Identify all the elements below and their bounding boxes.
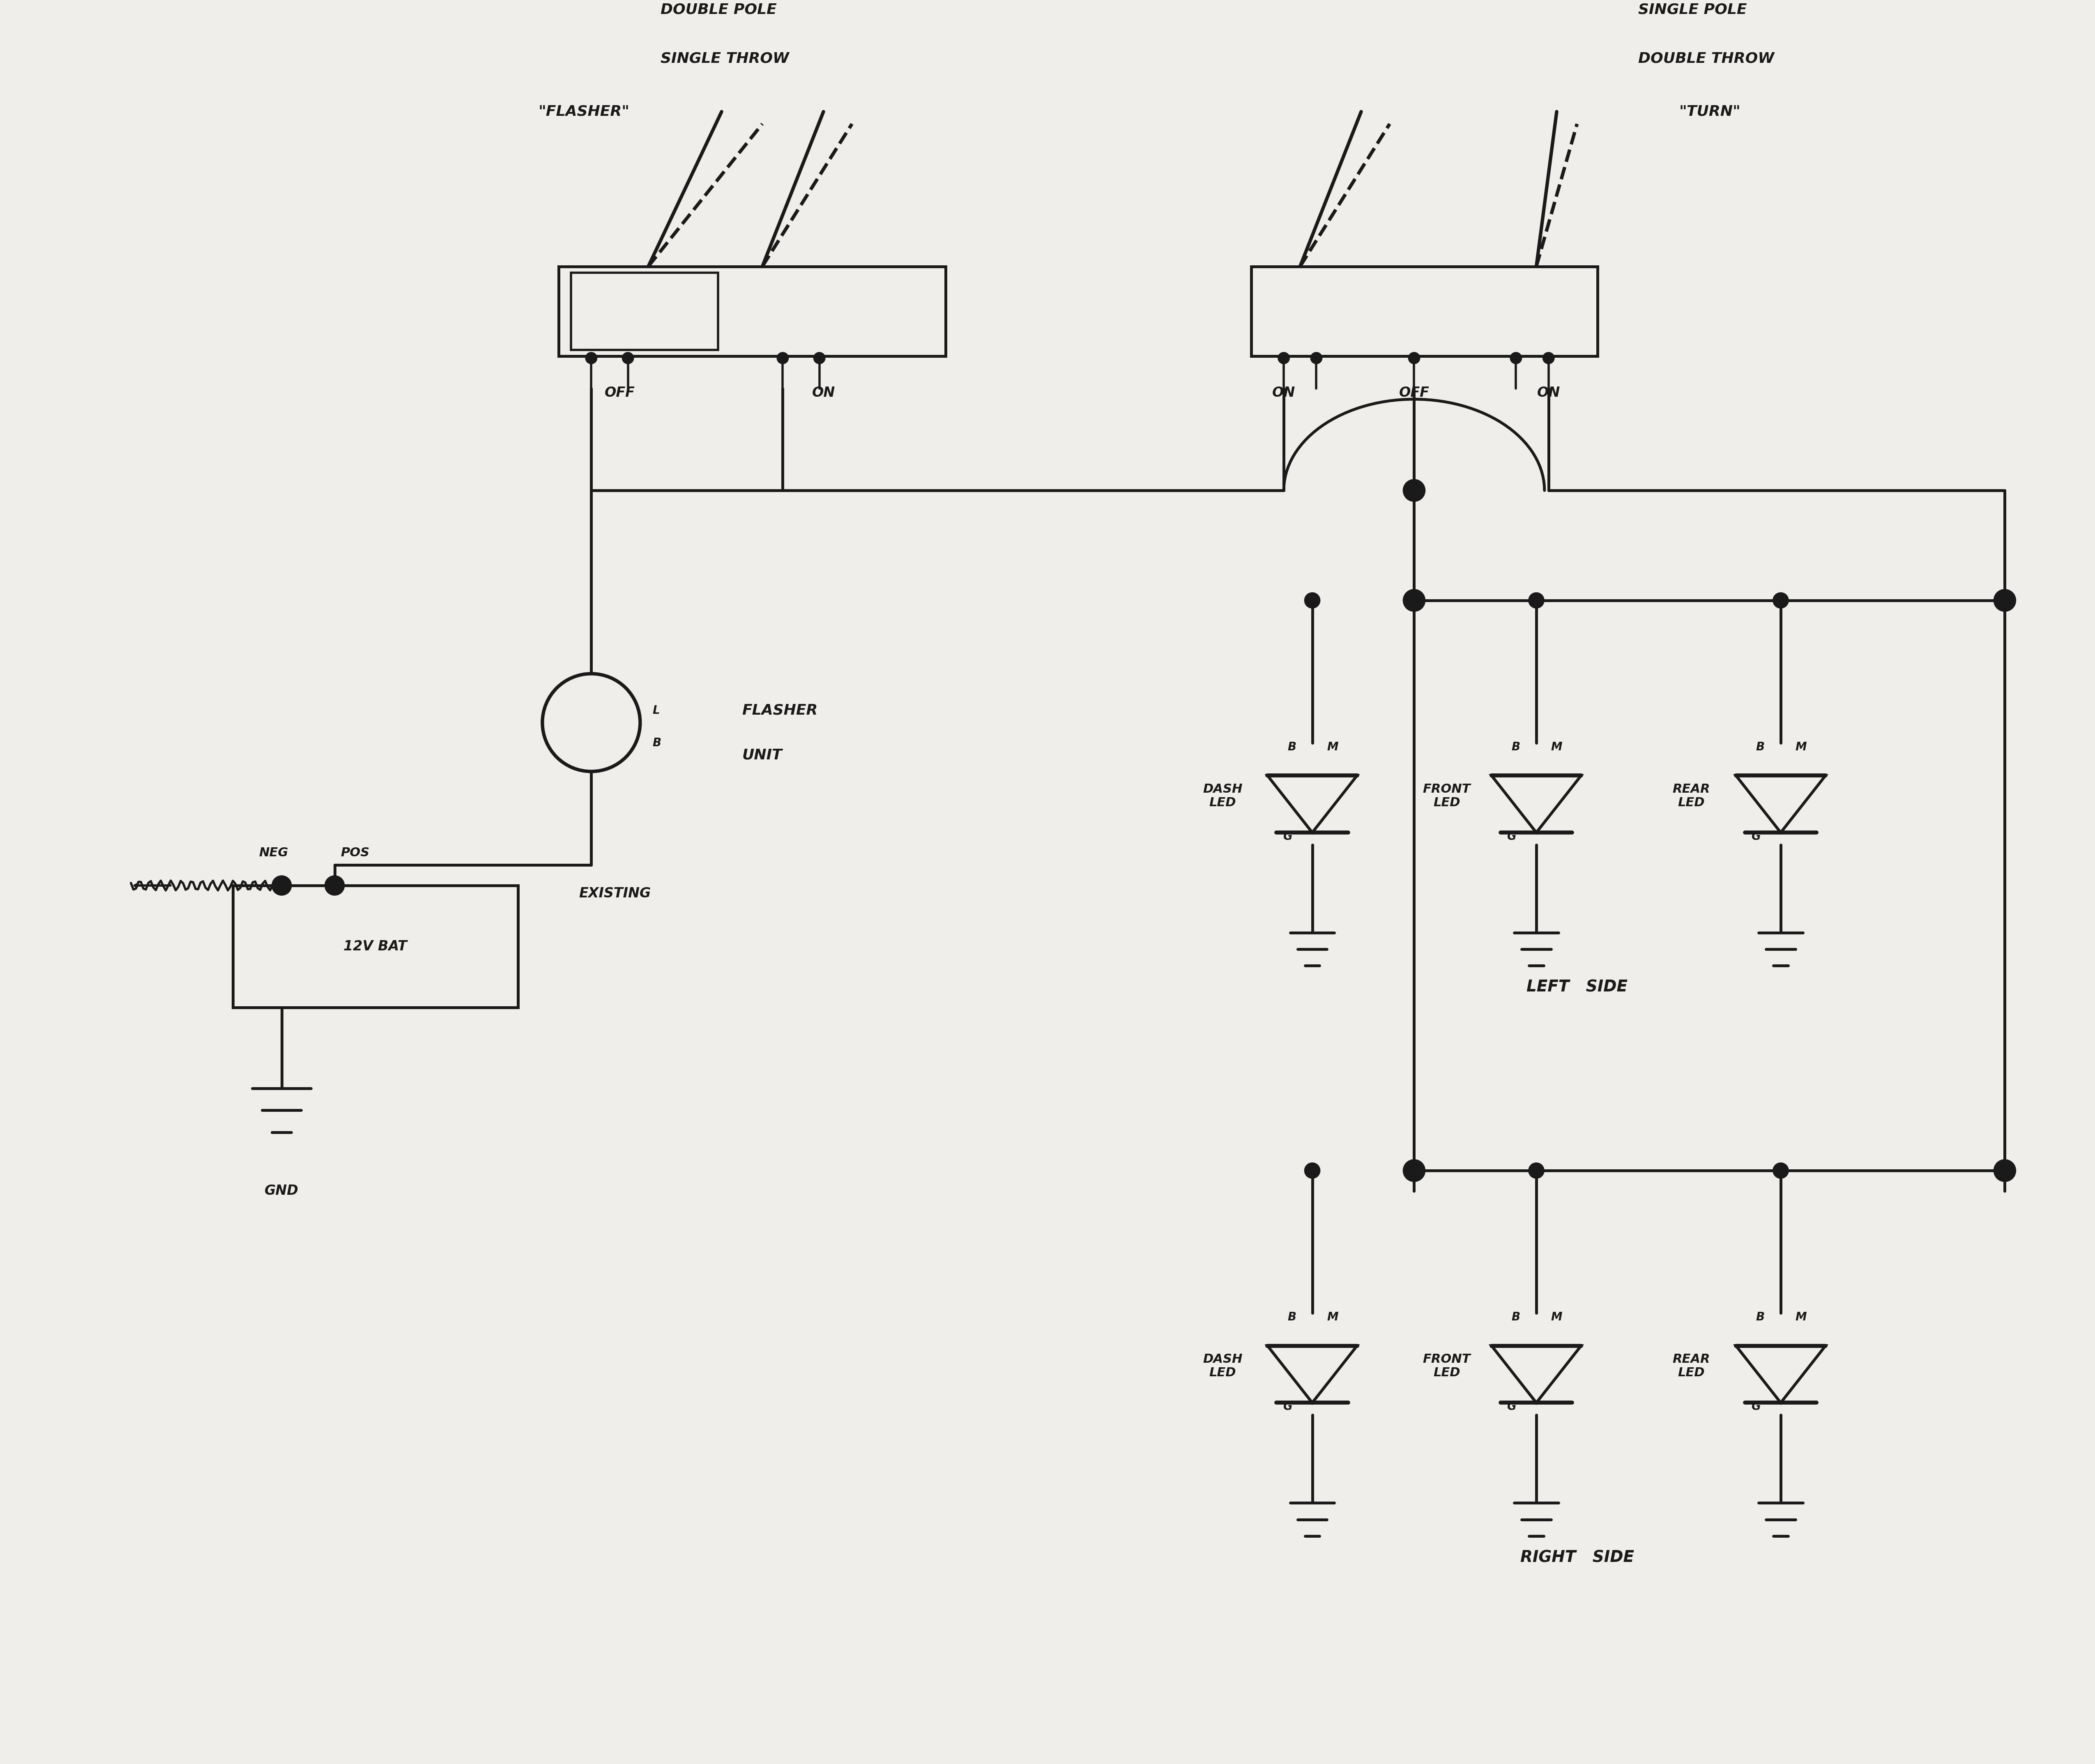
Circle shape — [1408, 353, 1420, 363]
Circle shape — [1303, 1162, 1320, 1178]
Text: REAR
LED: REAR LED — [1672, 1353, 1710, 1379]
Bar — [559, 266, 945, 356]
Text: M: M — [1550, 1311, 1563, 1323]
Text: OFF: OFF — [1399, 386, 1429, 399]
Text: POS: POS — [341, 847, 369, 859]
Bar — [1251, 266, 1596, 356]
Text: B: B — [1756, 741, 1764, 753]
Text: SINGLE THROW: SINGLE THROW — [660, 51, 790, 65]
Text: OFF: OFF — [605, 386, 635, 399]
Bar — [572, 272, 719, 349]
Bar — [233, 886, 517, 1007]
Circle shape — [325, 875, 346, 896]
Text: G: G — [1751, 831, 1762, 843]
Text: G: G — [1506, 1401, 1517, 1413]
Text: L: L — [652, 704, 660, 716]
Text: FRONT
LED: FRONT LED — [1423, 1353, 1471, 1379]
Text: M: M — [1550, 741, 1563, 753]
Text: ON: ON — [813, 386, 836, 399]
Text: M: M — [1795, 1311, 1806, 1323]
Circle shape — [1527, 593, 1544, 609]
Text: B: B — [1756, 1311, 1764, 1323]
Circle shape — [777, 353, 790, 363]
Text: B: B — [1513, 741, 1521, 753]
Text: DOUBLE THROW: DOUBLE THROW — [1638, 51, 1774, 65]
Circle shape — [1309, 353, 1322, 363]
Circle shape — [1303, 593, 1320, 609]
Circle shape — [1278, 353, 1291, 363]
Text: M: M — [1326, 741, 1339, 753]
Text: "TURN": "TURN" — [1678, 104, 1741, 118]
Text: UNIT: UNIT — [742, 748, 781, 762]
Circle shape — [1992, 589, 2015, 612]
Text: M: M — [1795, 741, 1806, 753]
Text: DOUBLE POLE: DOUBLE POLE — [660, 4, 777, 18]
Circle shape — [1510, 353, 1523, 363]
Text: 12V BAT: 12V BAT — [344, 940, 406, 953]
Text: M: M — [1326, 1311, 1339, 1323]
Text: G: G — [1282, 831, 1293, 843]
Text: G: G — [1751, 1401, 1762, 1413]
Circle shape — [1404, 480, 1425, 501]
Text: B: B — [652, 737, 662, 748]
Circle shape — [813, 353, 825, 363]
Circle shape — [1772, 593, 1789, 609]
Circle shape — [622, 353, 635, 363]
Text: "FLASHER": "FLASHER" — [538, 104, 631, 118]
Circle shape — [1542, 353, 1554, 363]
Text: G: G — [1282, 1401, 1293, 1413]
Text: FRONT
LED: FRONT LED — [1423, 783, 1471, 808]
Text: B: B — [1288, 741, 1297, 753]
Circle shape — [1992, 1159, 2015, 1182]
Circle shape — [272, 875, 291, 896]
Text: ON: ON — [1538, 386, 1561, 399]
Text: RIGHT   SIDE: RIGHT SIDE — [1521, 1551, 1634, 1565]
Text: SINGLE POLE: SINGLE POLE — [1638, 4, 1747, 18]
Text: GND: GND — [264, 1184, 300, 1198]
Text: G: G — [1506, 831, 1517, 843]
Circle shape — [1527, 1162, 1544, 1178]
Circle shape — [1404, 1159, 1425, 1182]
Text: LEFT   SIDE: LEFT SIDE — [1527, 979, 1628, 995]
Circle shape — [585, 353, 597, 363]
Text: B: B — [1513, 1311, 1521, 1323]
Text: FLASHER: FLASHER — [742, 704, 817, 718]
Text: REAR
LED: REAR LED — [1672, 783, 1710, 808]
Text: EXISTING: EXISTING — [578, 887, 652, 900]
Text: DASH
LED: DASH LED — [1203, 1353, 1242, 1379]
Circle shape — [1772, 1162, 1789, 1178]
Text: DASH
LED: DASH LED — [1203, 783, 1242, 808]
Text: B: B — [1288, 1311, 1297, 1323]
Text: NEG: NEG — [260, 847, 289, 859]
Circle shape — [1404, 589, 1425, 612]
Text: ON: ON — [1272, 386, 1295, 399]
